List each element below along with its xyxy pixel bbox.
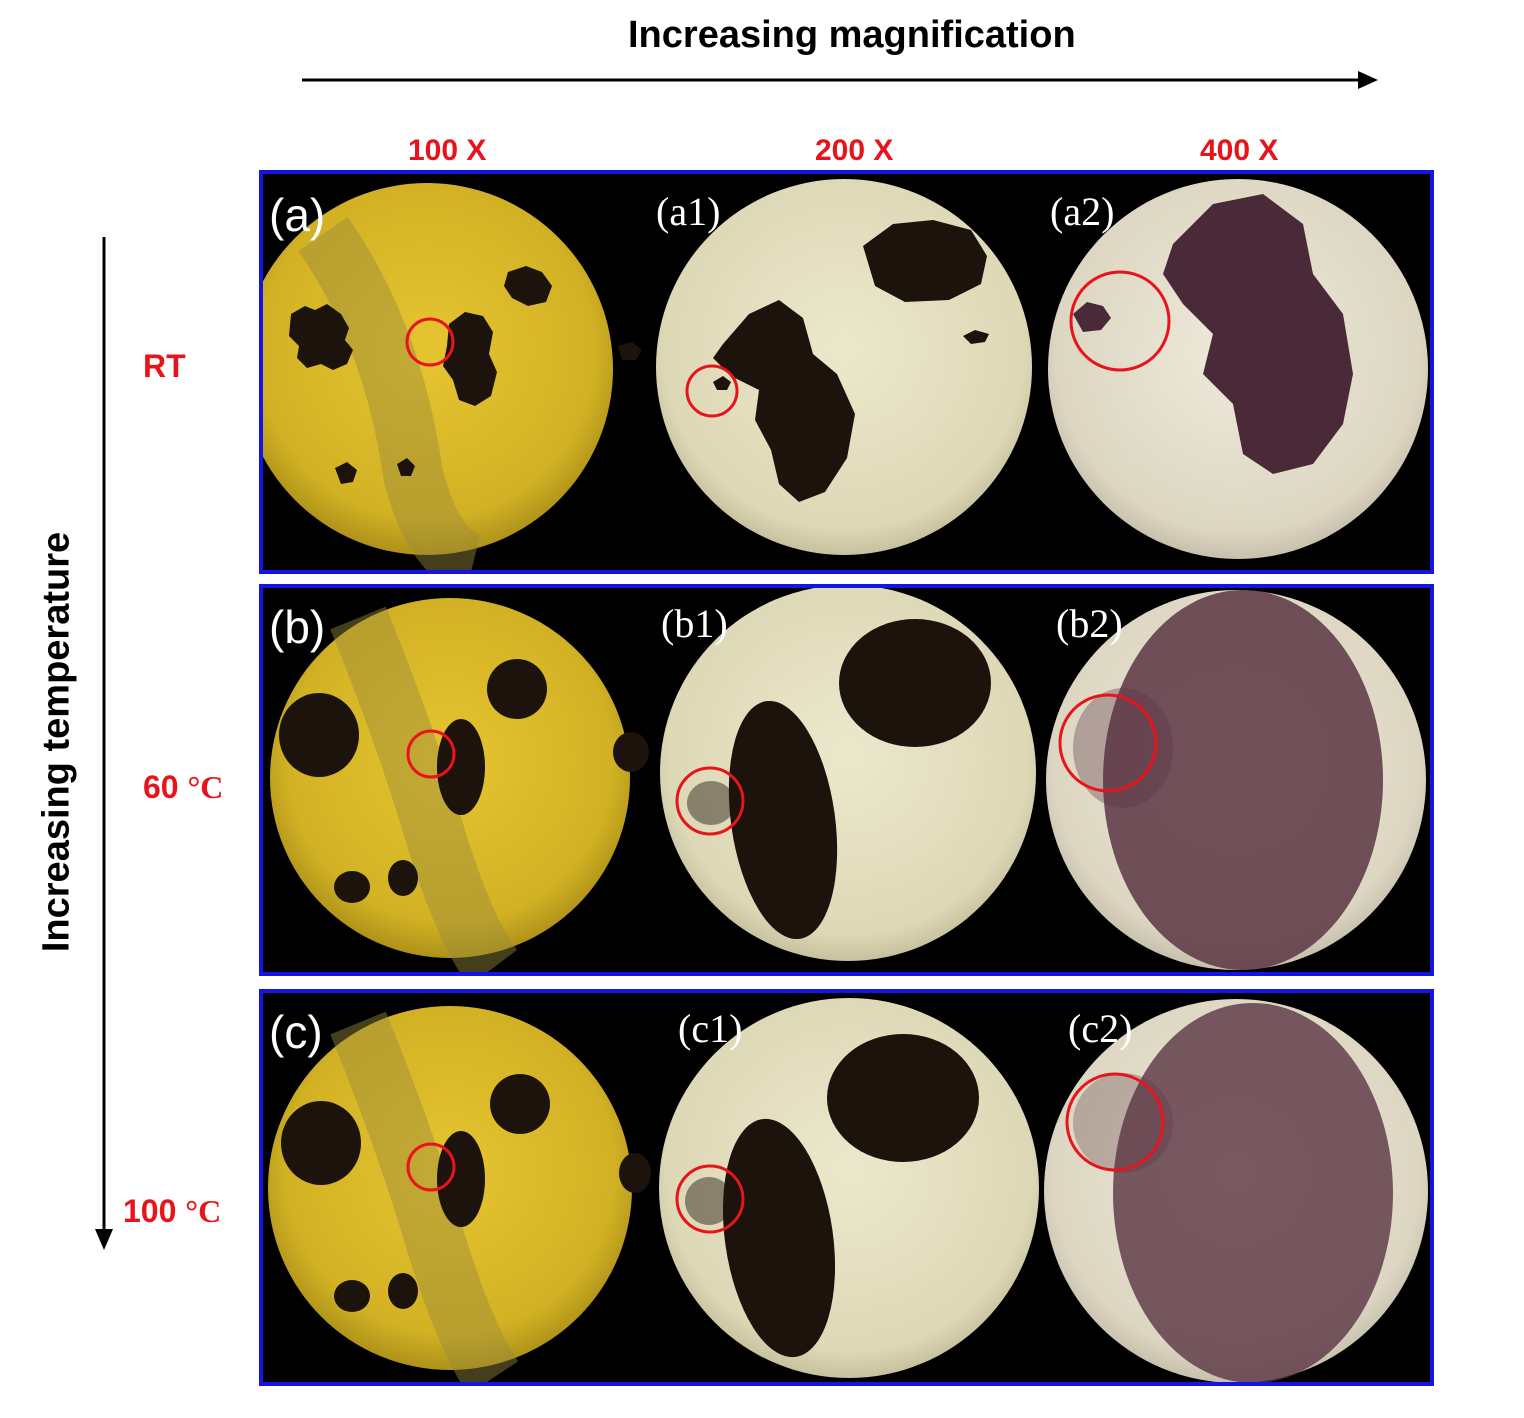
panel-label-a1: (a1) <box>656 189 721 234</box>
panel-label-b: (b) <box>269 601 326 653</box>
row-label-100c-text: 100 <box>123 1193 186 1229</box>
highlight-circle-c2 <box>1065 1072 1165 1172</box>
panel-label-a2: (a2) <box>1050 189 1115 234</box>
highlight-circle-c1 <box>675 1164 745 1234</box>
micrograph-c1 <box>659 998 1039 1378</box>
panel-row-100c: (c) (c1) (c2) <box>259 989 1434 1386</box>
micrograph-b2 <box>1046 590 1426 970</box>
panel-row-100c-images <box>268 998 1428 1382</box>
micrograph-b1 <box>660 588 1036 961</box>
column-label-400x: 400 X <box>1200 134 1279 167</box>
panel-row-rt-images <box>263 179 1428 570</box>
column-label-200x: 200 X <box>815 134 894 167</box>
panel-label-b2: (b2) <box>1056 601 1123 646</box>
highlight-circle-b2 <box>1058 693 1158 793</box>
highlight-circle-b <box>406 729 456 779</box>
row-label-rt: RT <box>143 348 186 385</box>
panel-row-60c-images <box>270 588 1426 972</box>
panel-row-rt: (a) (a1) (a2) <box>259 170 1434 574</box>
highlight-circle-b1 <box>675 766 745 836</box>
temperature-axis-title: Increasing temperature <box>35 531 78 953</box>
panel-label-c2: (c2) <box>1068 1006 1133 1051</box>
highlight-circle-c <box>406 1142 456 1192</box>
panel-label-c1: (c1) <box>678 1006 743 1051</box>
micrograph-c <box>268 1006 651 1382</box>
highlight-circle-a1 <box>685 364 739 418</box>
panel-label-a: (a) <box>269 189 326 241</box>
column-label-100x: 100 X <box>408 134 487 167</box>
panel-row-60c: (b) (b1) (b2) <box>259 584 1434 976</box>
row-label-60c: 60 °C <box>143 769 223 806</box>
panel-label-c: (c) <box>269 1006 323 1058</box>
highlight-circle-a2 <box>1069 270 1171 372</box>
magnification-arrow <box>302 71 1378 89</box>
micrograph-a <box>263 183 642 570</box>
row-label-100c: 100 °C <box>123 1193 221 1230</box>
micrograph-a1 <box>656 179 1032 555</box>
micrograph-a2 <box>1048 179 1428 559</box>
row-label-100c-unit: °C <box>185 1193 222 1229</box>
temperature-arrow <box>95 237 113 1250</box>
magnification-axis-title: Increasing magnification <box>628 14 1076 56</box>
highlight-circle-a <box>405 317 455 367</box>
row-label-60c-text: 60 <box>143 769 188 805</box>
micrograph-c2 <box>1044 999 1428 1382</box>
panel-label-b1: (b1) <box>661 601 728 646</box>
micrograph-b <box>270 598 649 972</box>
row-label-60c-unit: °C <box>187 769 224 805</box>
row-label-rt-text: RT <box>143 348 186 384</box>
